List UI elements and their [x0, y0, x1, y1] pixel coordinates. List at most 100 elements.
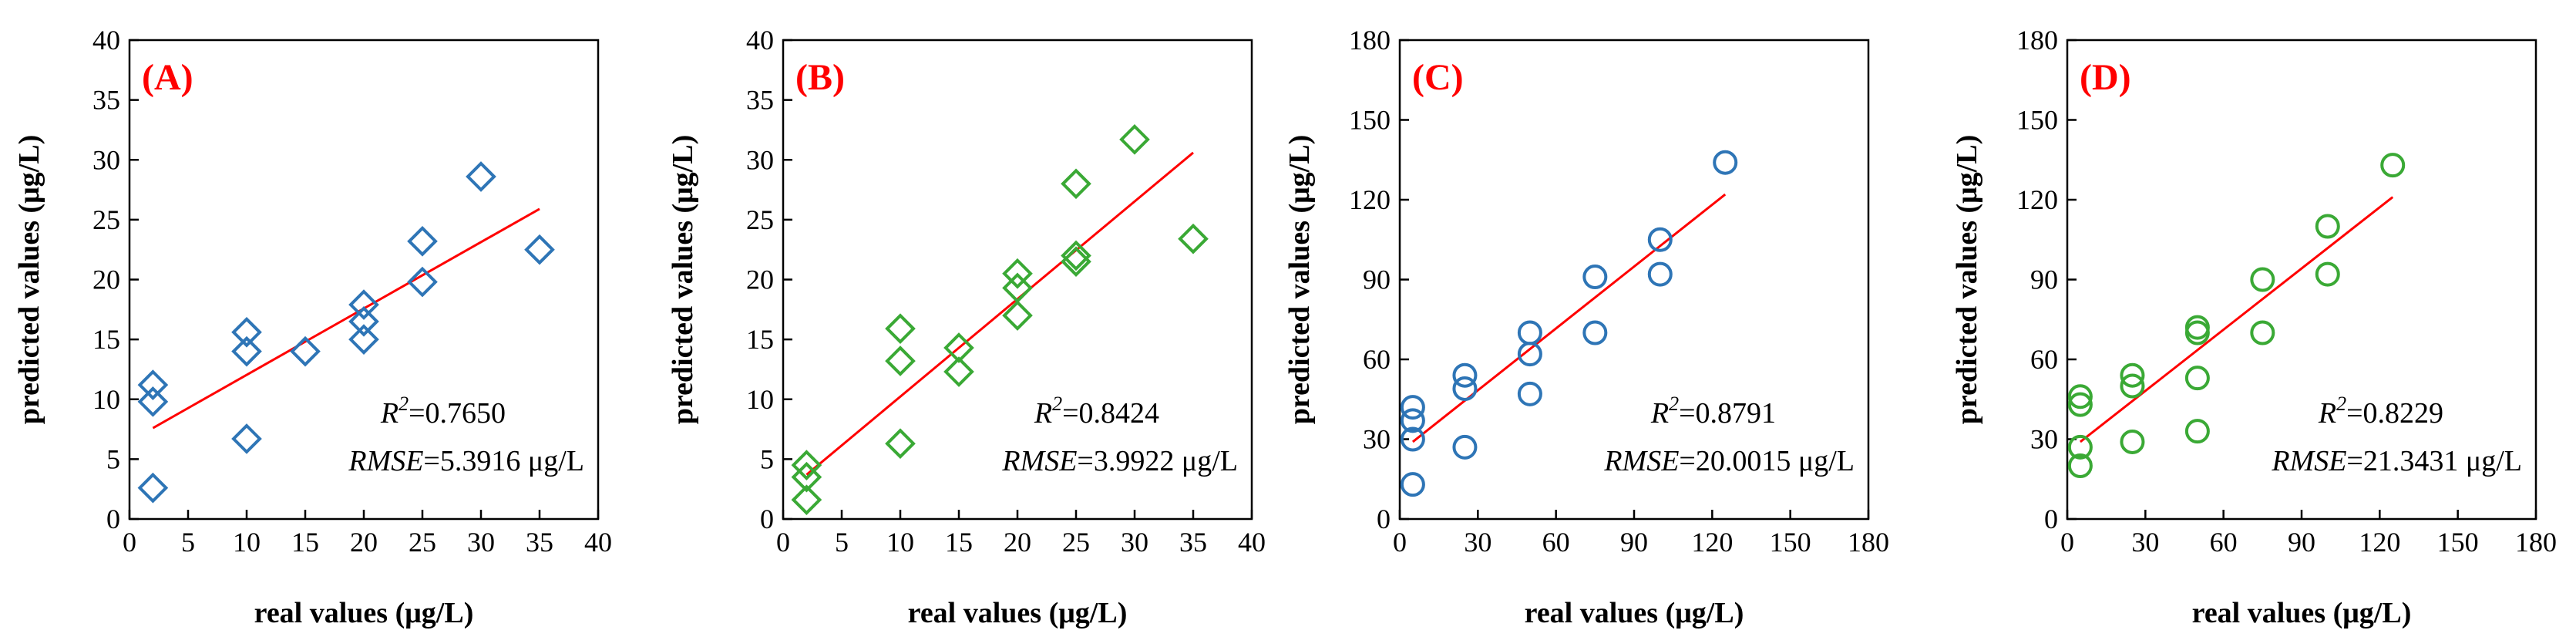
data-point	[231, 423, 262, 454]
x-tick-label: 20	[350, 527, 378, 558]
data-point	[2067, 453, 2093, 478]
data-point	[2315, 214, 2340, 239]
y-tick-label: 5	[760, 443, 774, 474]
y-tick-label: 150	[2016, 105, 2058, 136]
data-point	[1647, 261, 1673, 287]
data-point	[1452, 376, 1478, 401]
x-tick-label: 30	[1121, 527, 1148, 558]
rmse-value: =21.3431 μg/L	[2346, 445, 2522, 477]
y-axis-label: predicted values (μg/L)	[1283, 135, 1316, 425]
y-tick-label: 30	[92, 144, 120, 175]
data-point	[1002, 272, 1033, 304]
x-tick-label: 20	[1004, 527, 1031, 558]
y-tick-label: 30	[746, 144, 774, 175]
x-axis-label: real values (μg/L)	[908, 597, 1128, 629]
panel-label: (D)	[2080, 57, 2131, 98]
rmse-symbol: RMSE	[1001, 445, 1077, 477]
data-point	[1452, 434, 1478, 460]
rmse-annotation: RMSE=20.0015 μg/L	[1603, 445, 1855, 477]
y-tick-label: 120	[2016, 184, 2058, 215]
data-point	[1002, 300, 1033, 331]
data-point	[1002, 258, 1033, 289]
data-point	[791, 484, 822, 515]
rmse-symbol: RMSE	[348, 445, 423, 477]
x-axis-label: real values (μg/L)	[1525, 597, 1744, 629]
y-tick-label: 25	[92, 204, 120, 235]
data-point	[2067, 392, 2093, 417]
data-point	[2184, 366, 2210, 391]
data-point	[2184, 419, 2210, 444]
data-point	[2250, 320, 2275, 345]
r2-annotation: R2=0.8229	[2318, 393, 2443, 430]
data-point	[231, 316, 262, 348]
y-tick-label: 35	[746, 85, 774, 116]
panel-d: 0 30 60 90 120 150 180 0 30 60 90 120 150 180 real val…	[1951, 25, 2557, 629]
regression-line	[152, 207, 540, 430]
x-tick-label: 60	[2210, 527, 2238, 558]
rmse-annotation: RMSE=5.3916 μg/L	[348, 445, 584, 477]
y-tick-label: 60	[1363, 344, 1391, 375]
x-tick-label: 30	[2131, 527, 2159, 558]
data-point	[1119, 124, 1150, 155]
data-point	[2120, 362, 2145, 388]
panel-c: 0 30 60 90 120 150 180 0 30 60 90 120 150 180 real val…	[1283, 25, 1889, 629]
data-point	[137, 369, 169, 400]
regression-line	[805, 151, 1194, 476]
y-tick-label: 180	[1349, 25, 1391, 56]
y-tick-label: 20	[92, 265, 120, 295]
data-point	[348, 306, 379, 337]
x-tick-label: 35	[1179, 527, 1207, 558]
x-tick-label: 40	[1238, 527, 1266, 558]
r2-symbol: R	[1034, 397, 1052, 430]
data-point	[348, 324, 379, 355]
y-tick-label: 90	[1363, 265, 1391, 295]
r2-symbol: R	[1650, 397, 1669, 430]
data-point	[231, 335, 262, 367]
y-tick-label: 40	[746, 25, 774, 56]
y-tick-label: 25	[746, 204, 774, 235]
x-tick-label: 5	[835, 527, 849, 558]
y-tick-label: 90	[2030, 265, 2058, 295]
data-point	[1400, 408, 1425, 433]
data-point	[407, 225, 438, 257]
data-point	[407, 266, 438, 298]
data-point	[2067, 384, 2093, 410]
data-point	[1647, 227, 1673, 252]
data-point	[290, 335, 321, 367]
y-tick-label: 15	[92, 324, 120, 355]
r2-annotation: R2=0.7650	[380, 393, 506, 430]
rmse-symbol: RMSE	[2271, 445, 2346, 477]
r2-annotation: R2=0.8424	[1034, 393, 1159, 430]
regression-line	[2079, 196, 2394, 443]
panel-label: (C)	[1412, 57, 1464, 98]
x-axis-label: real values (μg/L)	[2192, 597, 2412, 629]
data-point	[1061, 246, 1091, 278]
r2-value: =0.8229	[2346, 397, 2443, 430]
r2-value: =0.7650	[409, 397, 506, 430]
y-tick-label: 120	[1349, 184, 1391, 215]
data-point	[1582, 265, 1608, 290]
data-point	[1517, 320, 1542, 345]
data-point	[2315, 261, 2340, 287]
y-tick-label: 0	[760, 504, 774, 534]
x-tick-label: 60	[1542, 527, 1570, 558]
panel-b: 0 5 10 15 20 25 30 35 40 0 5 10 15 20 25 30 35 40 real val…	[667, 25, 1266, 629]
panel-label: (B)	[795, 57, 845, 98]
panel-label: (A)	[142, 57, 193, 98]
data-point	[791, 461, 822, 493]
y-tick-label: 40	[92, 25, 120, 56]
data-point	[885, 313, 916, 344]
data-point	[1582, 320, 1608, 345]
y-tick-label: 180	[2016, 25, 2058, 56]
r2-symbol: R	[380, 397, 399, 430]
data-point	[943, 356, 974, 387]
x-tick-label: 120	[2359, 527, 2400, 558]
data-point	[1178, 223, 1209, 254]
y-tick-label: 10	[746, 384, 774, 415]
data-point	[348, 289, 379, 320]
r2-symbol: R	[2318, 397, 2336, 430]
x-tick-label: 5	[181, 527, 195, 558]
data-point	[2250, 267, 2275, 292]
x-tick-label: 0	[123, 527, 136, 558]
